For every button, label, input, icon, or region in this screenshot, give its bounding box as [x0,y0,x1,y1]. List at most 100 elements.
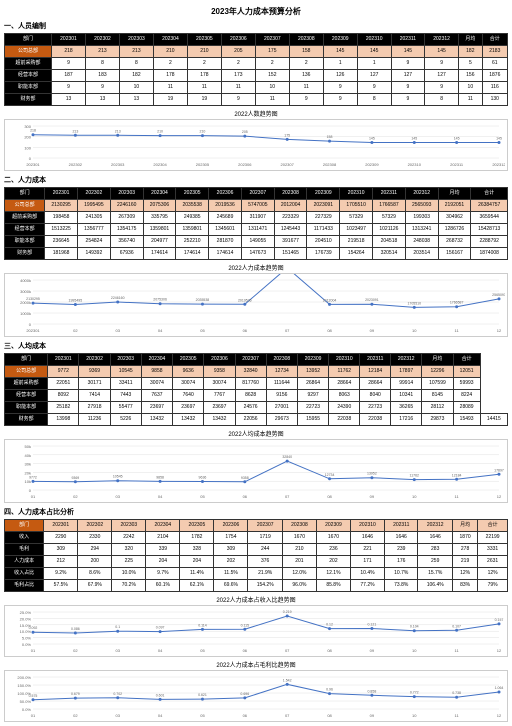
data-cell: 合计 [478,520,508,532]
chart-title: 2022人力成本占收入比趋势图 [4,595,508,604]
data-cell: 145 [425,46,459,58]
svg-text:2023091: 2023091 [365,298,379,302]
svg-text:202310: 202310 [408,162,422,167]
svg-text:11: 11 [455,648,460,653]
svg-text:0.738: 0.738 [452,691,461,695]
data-cell: 3659544 [471,212,508,224]
data-cell: 283 [418,544,452,556]
data-cell: 12184 [360,366,391,378]
svg-text:02: 02 [73,648,78,653]
data-cell: 254824 [78,236,111,248]
data-cell: 7443 [110,390,141,402]
data-cell: 174614 [209,248,242,260]
table-row: 超前采购部988222221199561 [5,58,508,70]
svg-text:0.621: 0.621 [198,693,207,697]
dept-cell: 财务部 [5,414,48,426]
col-month: 202304 [143,188,176,200]
col-month: 202301 [48,354,79,366]
data-cell: 15428713 [471,224,508,236]
data-cell: 10545 [110,366,141,378]
data-cell: 13432 [141,414,172,426]
svg-text:213: 213 [72,129,78,133]
svg-text:01: 01 [31,648,36,653]
dept-cell: 人力成本 [5,556,44,568]
data-cell: 1023497 [340,224,373,236]
svg-text:04: 04 [158,494,163,499]
col-month: 202302 [85,34,119,46]
data-cell: 12% [478,568,508,580]
svg-text:01: 01 [31,494,36,499]
svg-text:0.097: 0.097 [156,626,165,630]
data-cell: 10.4% [350,568,384,580]
svg-text:06: 06 [243,713,248,718]
chart-title: 2022人力成本趋势图 [4,263,508,272]
data-cell: 2246160 [110,200,143,212]
data-cell: 391677 [274,236,307,248]
data-cell: 239 [385,544,418,556]
svg-text:11: 11 [455,328,460,333]
col-month: 202311 [391,34,424,46]
data-cell: 187 [52,70,86,82]
data-cell: 5226 [110,414,141,426]
svg-text:05: 05 [200,648,205,653]
data-cell: 8 [425,94,459,106]
data-cell: 8.6% [78,568,112,580]
svg-text:11762: 11762 [410,474,420,478]
data-cell: 28089 [453,402,480,414]
svg-text:09: 09 [370,494,375,499]
data-cell: 28664 [360,378,391,390]
data-cell: 30074 [204,378,235,390]
table-row: 收入22902330224221041782175417191670167016… [5,532,508,544]
data-cell: 11762 [329,366,360,378]
data-cell: 27001 [266,402,297,414]
svg-text:10: 10 [412,648,417,653]
data-cell: 204510 [307,236,340,248]
data-cell: 147673 [241,248,274,260]
data-cell: 8 [85,58,119,70]
table-row: 财务部1399811236522613432134321343222056296… [5,414,508,426]
data-cell: 30074 [141,378,172,390]
col-dept: 部门 [5,354,48,366]
data-cell: 1670 [316,532,350,544]
data-cell: 249385 [176,212,209,224]
data-cell: 2192051 [438,200,471,212]
data-cell: 10341 [391,390,422,402]
data-cell: 14415 [480,414,507,426]
col-month: 合计 [471,188,508,200]
data-cell: 154264 [340,248,373,260]
data-cell: 12.1% [316,568,350,580]
chart-box: 01000k2000k3000k4000k2023010203040506070… [4,273,508,337]
data-cell: 320514 [373,248,406,260]
data-cell: 70.2% [112,580,146,592]
data-cell: 259 [418,556,452,568]
dept-cell: 公司总部 [5,366,48,378]
data-cell: 13998 [48,414,79,426]
svg-text:2019536: 2019536 [238,298,252,302]
data-cell: 5 [459,58,483,70]
svg-text:12184: 12184 [452,473,462,477]
data-cell: 26384757 [471,200,508,212]
data-cell: 9 [323,94,357,106]
svg-text:200.0%: 200.0% [17,675,31,680]
svg-text:2565093: 2565093 [492,293,505,297]
data-cell: 8 [119,58,153,70]
col-month: 202308 [266,354,297,366]
data-cell: 145 [391,46,424,58]
svg-text:17897: 17897 [494,468,504,472]
svg-text:0: 0 [29,322,32,327]
svg-text:210: 210 [200,130,206,134]
chart-box: 0.0%5.0%10.0%15.0%20.0%25.0%010203040506… [4,605,508,657]
data-cell: 11 [459,94,483,106]
data-cell: 1646 [385,532,418,544]
data-cell: 62.1% [180,580,214,592]
svg-text:07: 07 [285,494,290,499]
svg-text:1995495: 1995495 [69,298,83,302]
svg-text:10: 10 [412,713,417,718]
col-month: 202306 [221,34,255,46]
col-month: 202305 [187,34,221,46]
svg-text:145: 145 [496,137,502,141]
data-cell: 111644 [266,378,297,390]
dept-cell: 职能本部 [5,402,48,414]
svg-text:5.0%: 5.0% [22,636,32,641]
table-row: 公司总部218213213210210205175158145145145145… [5,46,508,58]
